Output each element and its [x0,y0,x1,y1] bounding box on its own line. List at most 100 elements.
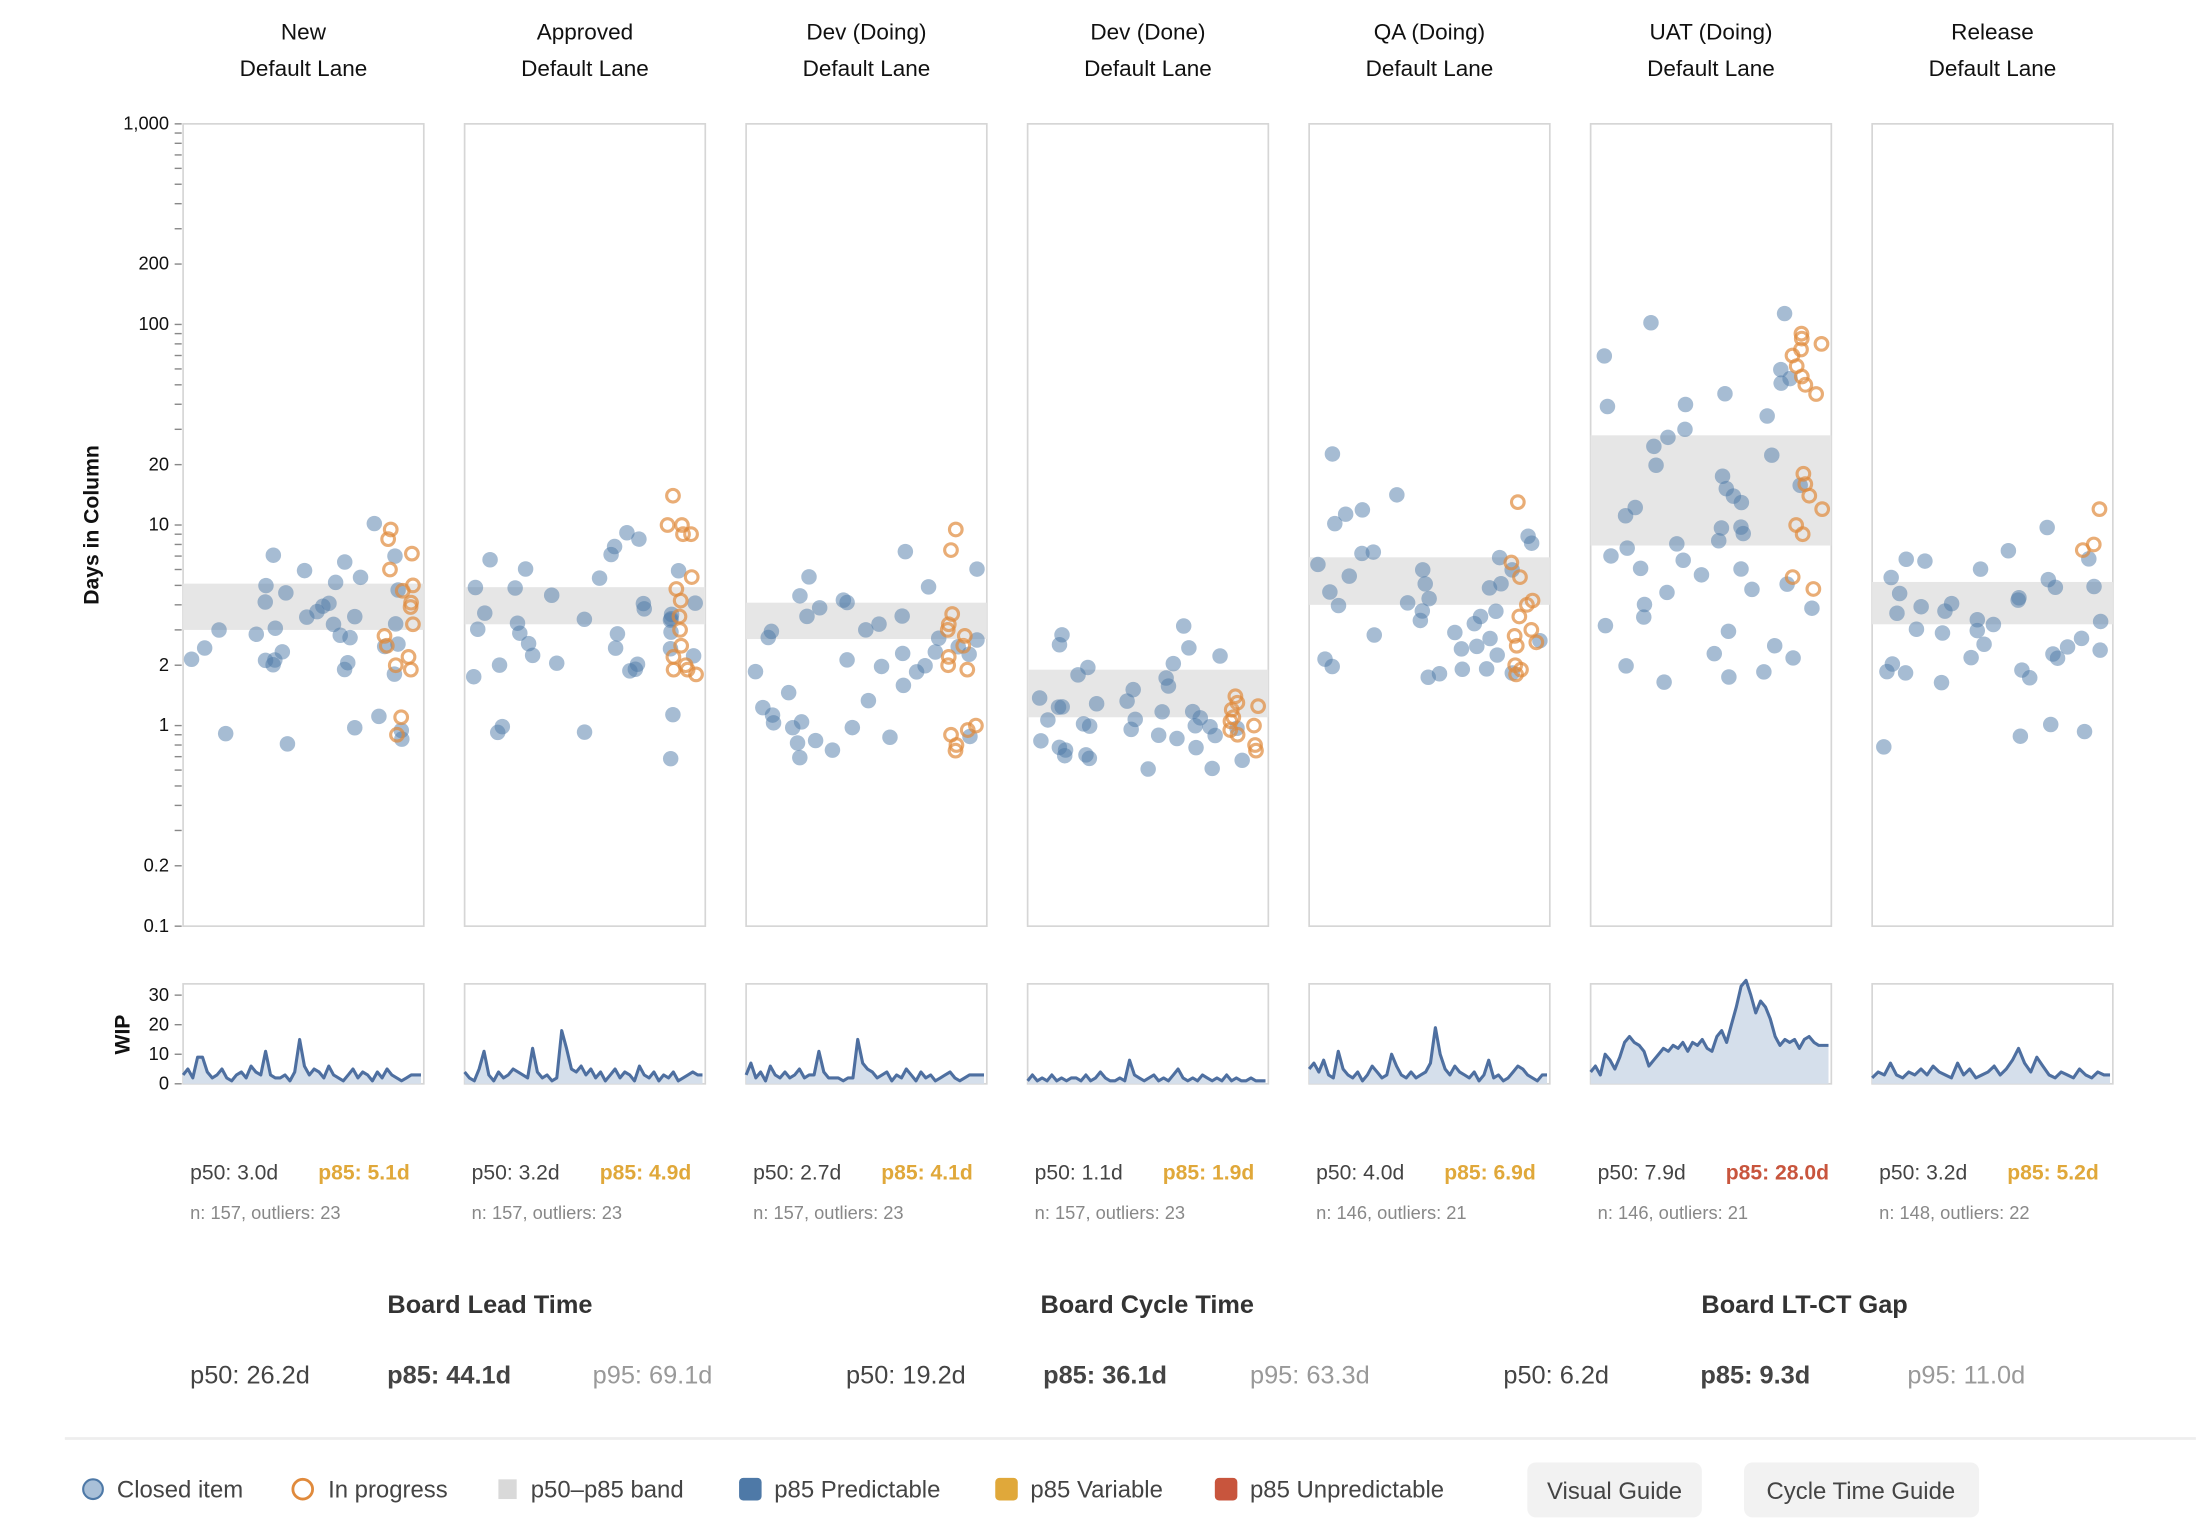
closed-item-point[interactable] [576,724,593,740]
closed-item-point[interactable] [257,652,274,669]
closed-item-point[interactable] [1636,596,1653,613]
closed-item-point[interactable] [1933,674,1950,691]
closed-item-point[interactable] [607,640,624,656]
closed-item-point[interactable] [1969,612,1986,628]
closed-item-point[interactable] [1165,655,1182,672]
in-progress-point[interactable] [376,628,393,644]
closed-item-point[interactable] [871,616,887,632]
closed-item-point[interactable] [258,577,274,594]
in-progress-point[interactable] [1801,487,1818,504]
closed-item-point[interactable] [371,708,387,725]
in-progress-point[interactable] [659,517,676,533]
in-progress-point[interactable] [940,616,957,633]
closed-item-point[interactable] [1080,659,1096,676]
closed-item-point[interactable] [1759,408,1775,424]
closed-item-point[interactable] [1660,429,1676,446]
closed-item-point[interactable] [685,648,702,664]
closed-item-point[interactable] [387,548,403,564]
closed-item-point[interactable] [352,569,369,586]
closed-item-point[interactable] [1399,595,1416,611]
closed-item-point[interactable] [1675,552,1691,568]
closed-item-point[interactable] [366,515,383,532]
closed-item-point[interactable] [1891,585,1908,602]
in-progress-point[interactable] [672,592,689,609]
closed-item-point[interactable] [1322,584,1338,600]
closed-item-point[interactable] [1879,663,1895,680]
closed-item-point[interactable] [1341,568,1358,584]
closed-item-point[interactable] [2045,646,2061,662]
closed-item-point[interactable] [1466,615,1483,632]
closed-item-point[interactable] [636,601,652,617]
in-progress-point[interactable] [940,649,957,665]
in-progress-point[interactable] [959,722,976,738]
closed-item-point[interactable] [1175,618,1192,634]
in-progress-point[interactable] [1506,628,1523,644]
closed-item-point[interactable] [895,677,912,694]
closed-item-point[interactable] [1898,551,1914,568]
in-progress-point[interactable] [947,521,964,538]
closed-item-point[interactable] [1985,616,2002,633]
closed-item-point[interactable] [1088,696,1105,712]
closed-item-point[interactable] [969,632,985,648]
closed-item-point[interactable] [491,657,508,673]
closed-item-point[interactable] [257,594,273,610]
closed-item-point[interactable] [1366,627,1383,643]
closed-item-point[interactable] [2059,639,2076,655]
closed-item-point[interactable] [1453,641,1470,657]
in-progress-point[interactable] [394,582,411,599]
closed-item-point[interactable] [1478,661,1495,677]
closed-item-point[interactable] [1489,647,1505,663]
closed-item-point[interactable] [1677,396,1694,413]
closed-item-point[interactable] [1599,398,1616,415]
closed-item-point[interactable] [1354,545,1370,562]
closed-item-point[interactable] [543,587,560,603]
closed-item-point[interactable] [1656,674,1672,690]
closed-item-point[interactable] [1646,438,1662,455]
closed-item-point[interactable] [1917,553,1933,569]
closed-item-point[interactable] [2014,662,2030,678]
closed-item-point[interactable] [274,644,291,660]
in-progress-point[interactable] [940,657,957,674]
closed-item-point[interactable] [1735,525,1751,542]
closed-item-point[interactable] [1051,636,1068,653]
in-progress-point[interactable] [382,521,399,538]
closed-item-point[interactable] [663,606,680,623]
closed-item-point[interactable] [1420,669,1436,685]
closed-item-point[interactable] [2012,728,2029,744]
closed-item-point[interactable] [1632,560,1649,577]
in-progress-point[interactable] [1805,581,1822,597]
closed-item-point[interactable] [1764,447,1780,463]
closed-item-point[interactable] [670,563,687,579]
in-progress-point[interactable] [959,661,976,678]
in-progress-point[interactable] [956,628,973,644]
closed-item-point[interactable] [1976,636,1992,652]
closed-item-point[interactable] [760,629,776,646]
closed-item-point[interactable] [780,684,797,701]
closed-item-point[interactable] [1078,747,1094,763]
closed-item-point[interactable] [1417,576,1433,592]
closed-item-point[interactable] [882,729,898,746]
in-progress-point[interactable] [947,742,964,759]
closed-item-point[interactable] [799,608,815,625]
in-progress-point[interactable] [1794,526,1811,543]
closed-item-point[interactable] [1785,650,1801,666]
closed-item-point[interactable] [1324,446,1341,462]
closed-item-point[interactable] [1202,718,1218,735]
closed-item-point[interactable] [2092,613,2109,630]
closed-item-point[interactable] [1365,544,1382,560]
closed-item-point[interactable] [927,644,944,660]
in-progress-point[interactable] [1222,722,1239,738]
closed-item-point[interactable] [1327,515,1343,532]
closed-item-point[interactable] [296,562,313,579]
closed-item-point[interactable] [1412,612,1429,629]
closed-item-point[interactable] [336,554,353,570]
closed-item-point[interactable] [1876,739,1892,755]
closed-item-point[interactable] [2076,723,2093,740]
closed-item-point[interactable] [1596,348,1613,364]
in-progress-point[interactable] [2074,542,2091,558]
closed-item-point[interactable] [1119,693,1135,709]
closed-item-point[interactable] [792,588,808,604]
in-progress-point[interactable] [1793,330,1810,347]
in-progress-point[interactable] [673,637,690,654]
closed-item-point[interactable] [217,725,234,742]
